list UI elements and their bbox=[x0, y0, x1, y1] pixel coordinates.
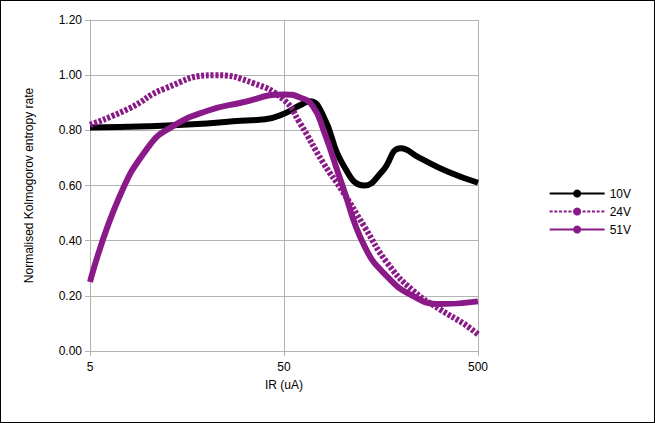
svg-text:5: 5 bbox=[87, 360, 94, 374]
svg-text:IR (uA): IR (uA) bbox=[265, 378, 303, 392]
svg-text:1.00: 1.00 bbox=[59, 68, 83, 82]
svg-text:24V: 24V bbox=[610, 205, 631, 219]
svg-text:0.80: 0.80 bbox=[59, 123, 83, 137]
svg-text:51V: 51V bbox=[610, 223, 631, 237]
svg-text:0.60: 0.60 bbox=[59, 179, 83, 193]
svg-text:1.20: 1.20 bbox=[59, 13, 83, 27]
svg-text:Normalised Kolmogorov entropy: Normalised Kolmogorov entropy rate bbox=[22, 87, 36, 283]
svg-text:500: 500 bbox=[468, 360, 488, 374]
svg-text:0.00: 0.00 bbox=[59, 344, 83, 358]
svg-text:0.20: 0.20 bbox=[59, 289, 83, 303]
svg-text:10V: 10V bbox=[610, 187, 631, 201]
svg-text:50: 50 bbox=[277, 360, 291, 374]
svg-text:0.40: 0.40 bbox=[59, 234, 83, 248]
